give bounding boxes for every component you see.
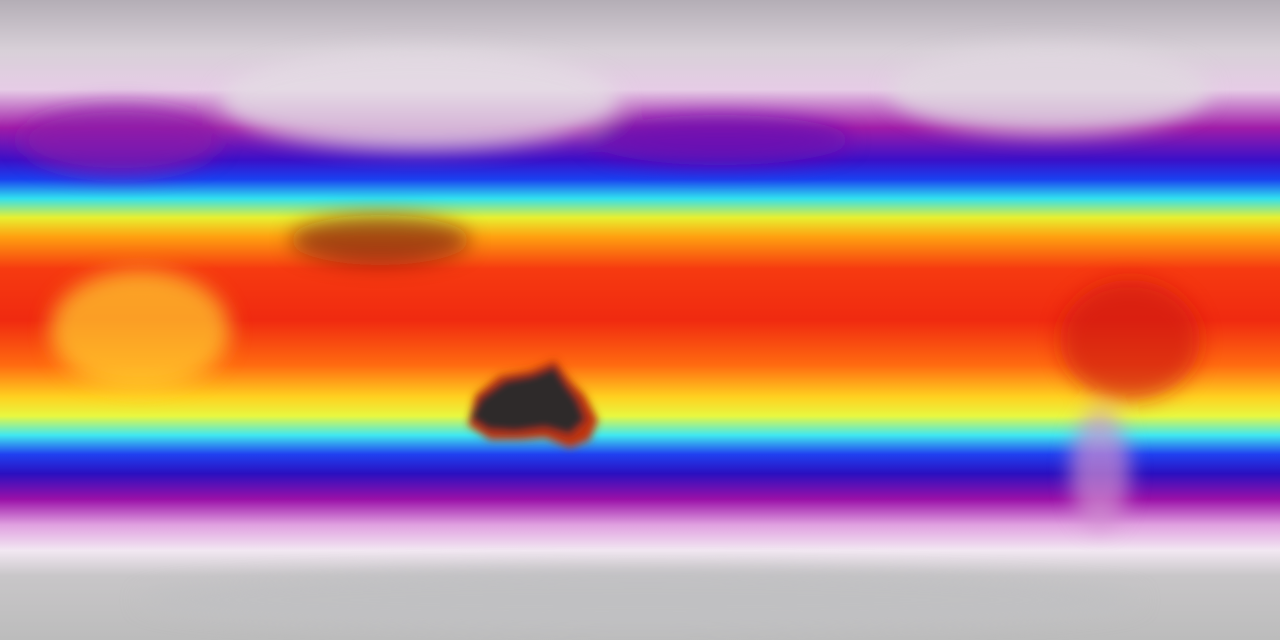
asia-cold bbox=[220, 50, 620, 150]
africa bbox=[50, 270, 230, 390]
south-asia bbox=[290, 215, 470, 265]
australia-interior bbox=[470, 366, 586, 435]
north-america-cold bbox=[890, 45, 1210, 135]
europe bbox=[20, 105, 220, 175]
amazon bbox=[1060, 280, 1200, 400]
antarctica bbox=[140, 570, 1140, 630]
regional-patches bbox=[20, 45, 1210, 630]
australia bbox=[468, 360, 598, 448]
andes bbox=[1070, 410, 1130, 530]
north-pacific bbox=[590, 115, 850, 165]
